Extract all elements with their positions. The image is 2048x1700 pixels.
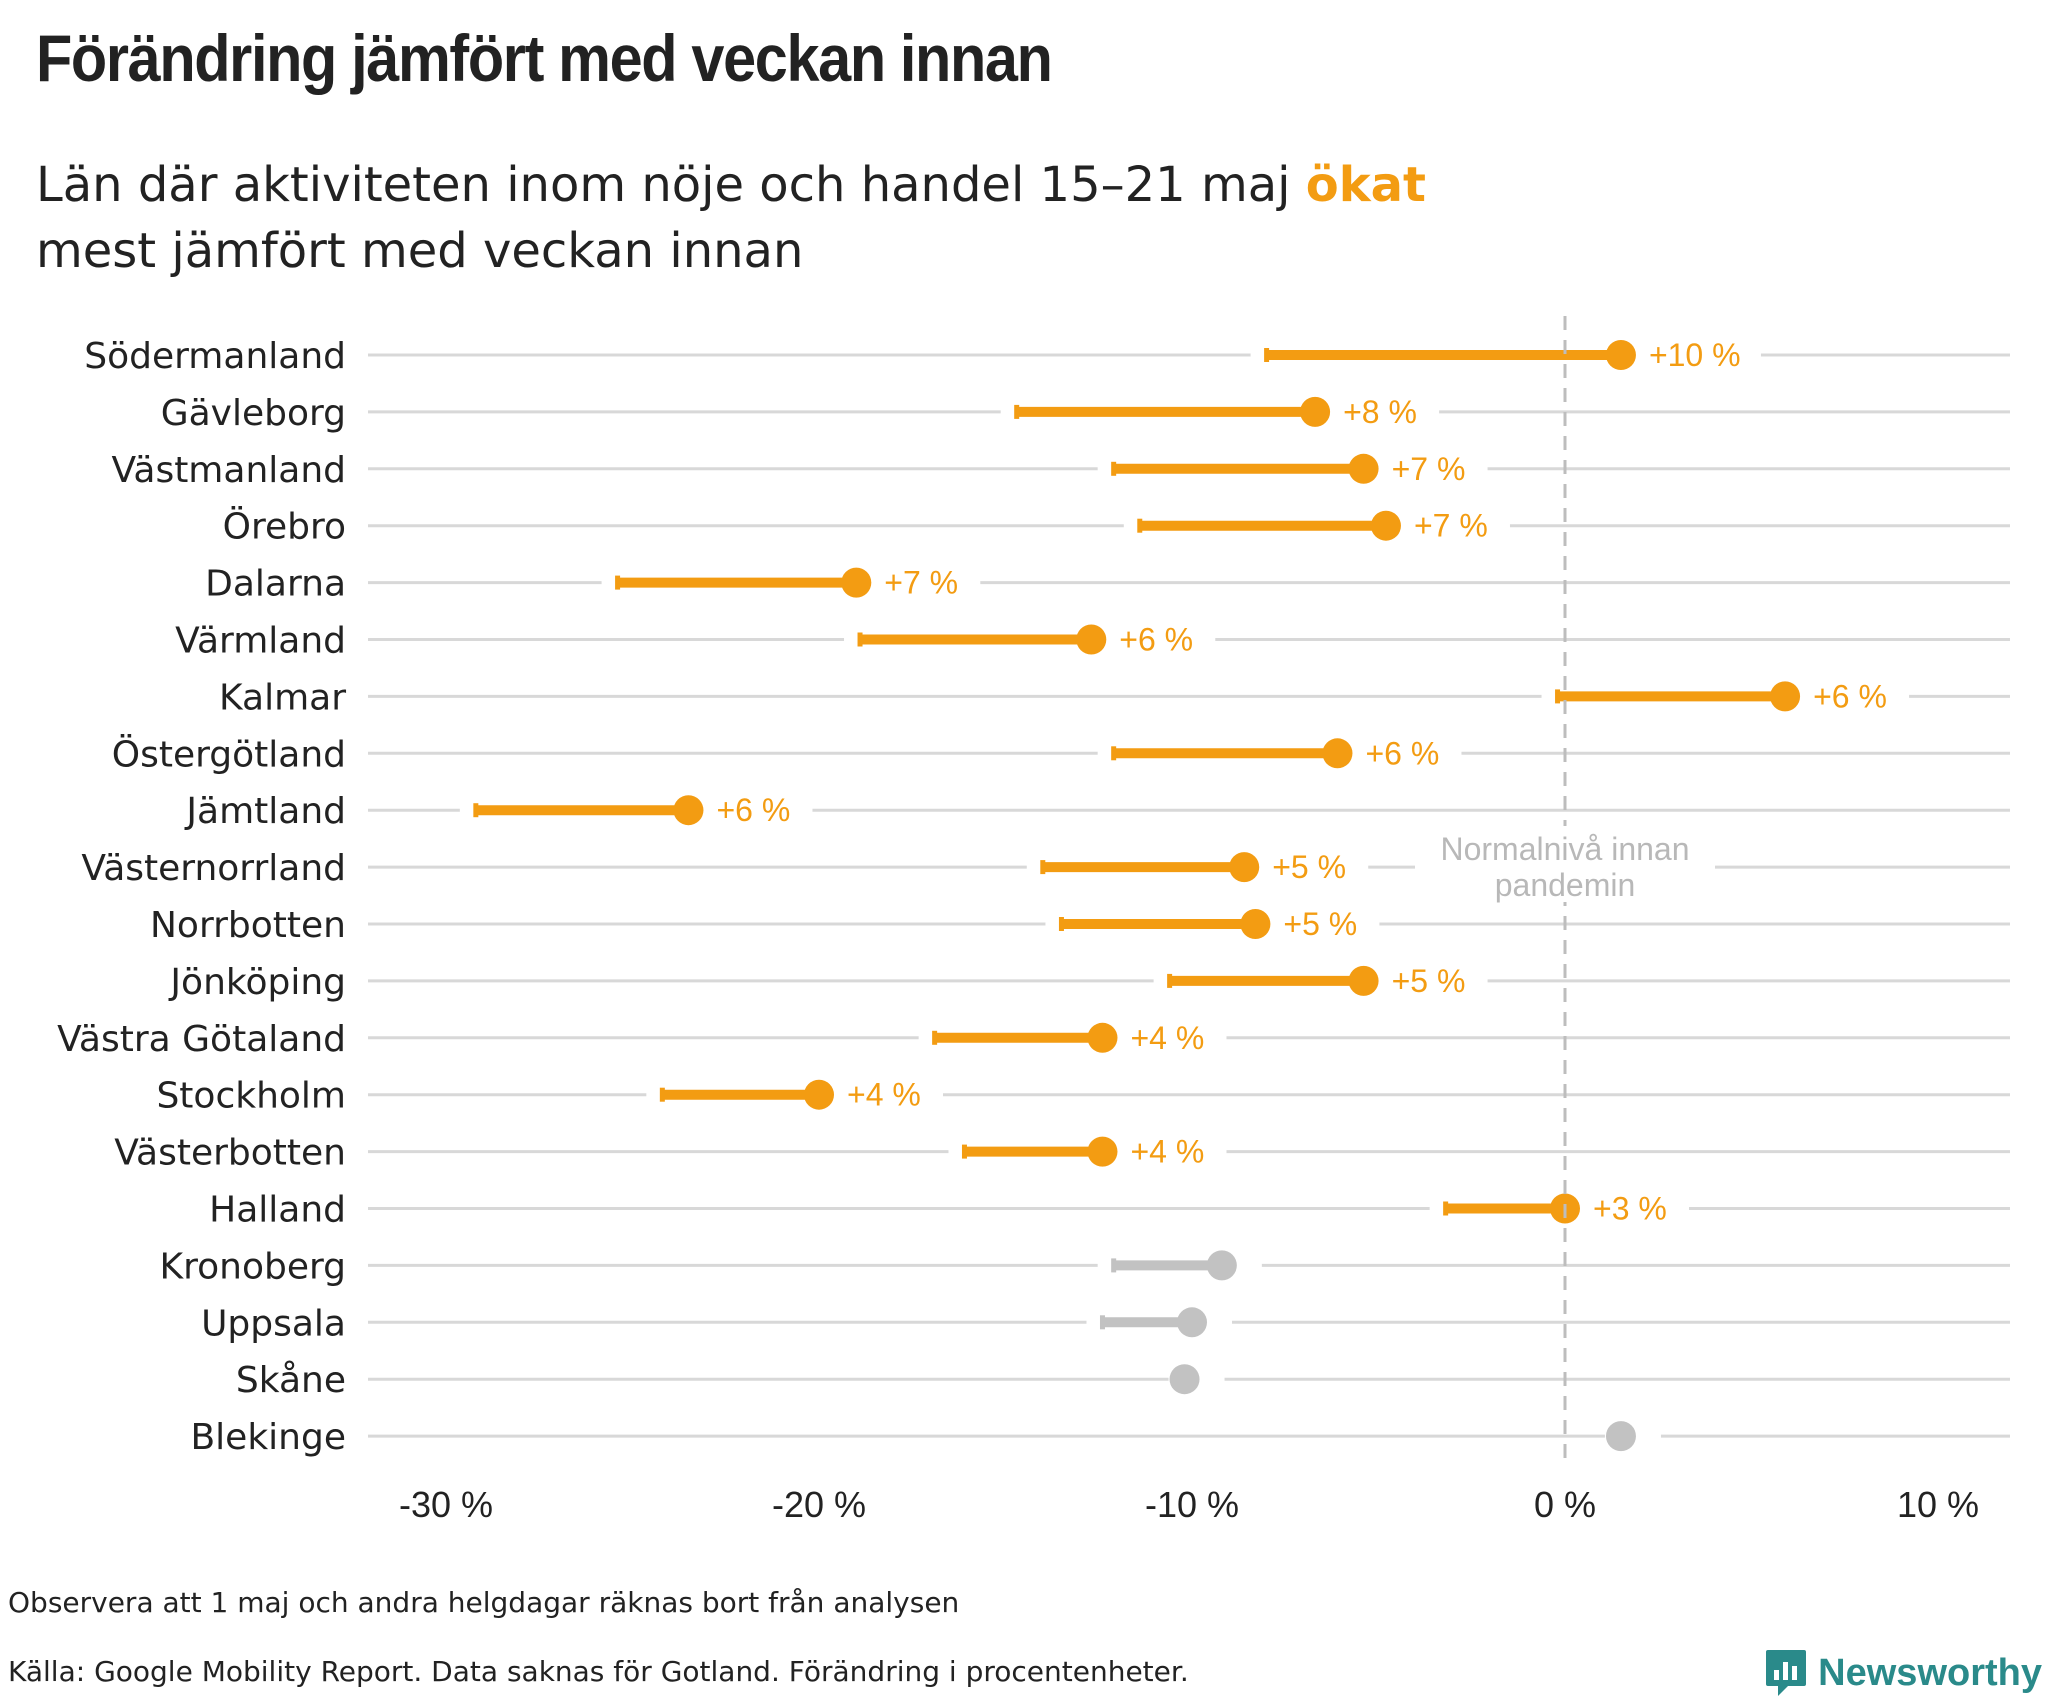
value-label: +6 % (716, 792, 790, 828)
end-dot (1177, 1307, 1207, 1338)
end-dot (1169, 1364, 1200, 1395)
row-label: Halland (209, 1190, 346, 1231)
value-label: +10 % (1649, 337, 1741, 373)
subtitle-text: Län där aktiviteten inom nöje och handel… (36, 157, 1306, 213)
end-dot (1087, 1022, 1118, 1053)
value-label: +5 % (1392, 963, 1466, 999)
value-label: +4 % (1130, 1134, 1204, 1170)
end-dot (1605, 1421, 1636, 1452)
reference-label-bg (1415, 826, 1715, 902)
row-label: Jämtland (184, 791, 346, 832)
end-dot (1076, 624, 1107, 655)
x-tick-label: 0 % (1534, 1484, 1596, 1525)
row-label: Blekinge (190, 1417, 346, 1458)
row-label: Kronoberg (159, 1246, 346, 1287)
end-dot (1348, 965, 1379, 996)
value-label: +8 % (1343, 394, 1417, 430)
value-label: +6 % (1119, 622, 1193, 658)
row-label: Västmanland (112, 450, 346, 491)
x-tick-label: -30 % (399, 1484, 493, 1525)
row-label: Kalmar (219, 677, 346, 718)
end-dot (1322, 738, 1353, 769)
subtitle-line-2: mest jämfört med veckan innan (36, 223, 804, 279)
end-dot (1087, 1136, 1118, 1167)
row-label: Västernorrland (81, 848, 346, 889)
row-label: Uppsala (201, 1303, 346, 1344)
row-label: Jönköping (168, 962, 346, 1003)
row-label: Norrbotten (150, 905, 346, 946)
value-label: +7 % (884, 565, 958, 601)
x-tick-label: -20 % (772, 1484, 866, 1525)
end-dot (804, 1079, 834, 1110)
value-label: +7 % (1392, 451, 1466, 487)
row-label: Östergötland (112, 733, 346, 775)
row-label: Örebro (223, 506, 346, 548)
value-label: +5 % (1272, 849, 1346, 885)
row-label: Södermanland (84, 336, 346, 377)
value-label: +3 % (1593, 1191, 1667, 1227)
footnote: Observera att 1 maj och andra helgdagar … (8, 1586, 960, 1619)
end-dot (673, 795, 704, 826)
value-label: +5 % (1283, 906, 1357, 942)
row-label: Skåne (236, 1360, 346, 1401)
row-label: Värmland (175, 621, 346, 662)
reference-label: Normalnivå innan (1440, 831, 1689, 867)
subtitle-highlight: ökat (1305, 157, 1426, 213)
end-dot (841, 567, 872, 598)
end-dot (1206, 1250, 1237, 1281)
brand-logo: Newsworthy (1764, 1648, 2042, 1698)
source-note: Källa: Google Mobility Report. Data sakn… (8, 1655, 1189, 1688)
end-dot (1370, 510, 1401, 541)
end-dot (1240, 909, 1271, 939)
value-label: +6 % (1813, 678, 1887, 714)
row-label: Västerbotten (114, 1133, 346, 1174)
chart-title: Förändring jämfört med veckan innan (36, 21, 1053, 95)
row-label: Västra Götaland (57, 1019, 346, 1060)
newsworthy-logo-icon (1766, 1650, 1807, 1696)
dumbbell-chart: +10 % Södermanland +8 % Gävleborg +7 % Västma… (57, 316, 2010, 1525)
end-dot (1348, 453, 1379, 484)
reference-label: pandemin (1495, 867, 1636, 903)
end-dot (1300, 396, 1331, 427)
value-label: +4 % (1130, 1020, 1204, 1056)
brand-name: Newsworthy (1818, 1651, 2042, 1694)
end-dot (1229, 852, 1260, 883)
row-label: Stockholm (156, 1076, 346, 1117)
value-label: +4 % (847, 1077, 921, 1113)
row-label: Gävleborg (161, 393, 346, 434)
value-label: +7 % (1414, 508, 1488, 544)
end-dot (1770, 681, 1801, 712)
x-tick-label: -10 % (1145, 1484, 1239, 1525)
chart-subtitle: Län där aktiviteten inom nöje och handel… (36, 152, 1426, 284)
value-label: +6 % (1365, 735, 1439, 771)
end-dot (1605, 340, 1636, 370)
x-tick-label: 10 % (1897, 1484, 1979, 1525)
row-label: Dalarna (205, 564, 346, 605)
